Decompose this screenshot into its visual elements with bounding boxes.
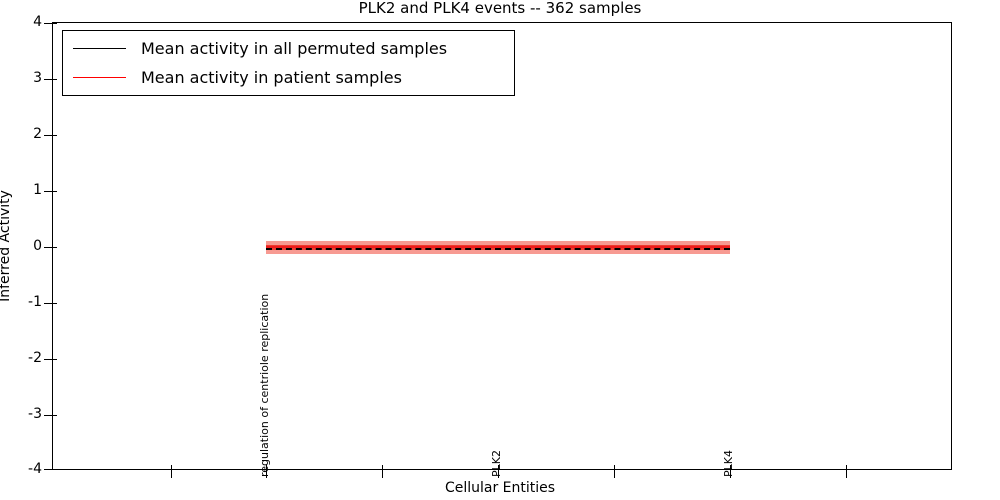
x-tick-centriole-inner <box>266 465 267 469</box>
x-tick-plk4 <box>730 469 731 478</box>
x-tick-minor-3-inner <box>614 465 615 469</box>
x-tick-minor-3 <box>614 469 615 478</box>
y-tick-label-neg3: -3 <box>28 406 42 422</box>
x-tick-centriole <box>266 469 267 478</box>
y-tick-neg2-inner <box>53 359 57 360</box>
plot-area <box>44 22 952 478</box>
y-axis-label: Inferred Activity <box>0 190 13 302</box>
y-tick-label-0: 0 <box>33 238 42 254</box>
chart-title: PLK2 and PLK4 events -- 362 samples <box>358 0 642 17</box>
x-tick-minor-1-inner <box>171 465 172 469</box>
legend-line-icon-red <box>73 77 126 78</box>
y-tick-3-inner <box>53 79 57 80</box>
legend-label-permuted: Mean activity in all permuted samples <box>141 38 448 58</box>
y-tick-neg2 <box>44 359 53 360</box>
y-tick-label-neg4: -4 <box>28 461 42 477</box>
chart-legend: Mean activity in all permuted samples Me… <box>62 30 515 96</box>
y-tick-neg1 <box>44 303 53 304</box>
y-tick-4 <box>44 23 53 24</box>
y-tick-1-inner <box>53 191 57 192</box>
y-tick-4-inner <box>53 23 57 24</box>
y-tick-neg1-inner <box>53 303 57 304</box>
y-tick-0-inner <box>53 247 57 248</box>
x-tick-minor-1 <box>171 469 172 478</box>
legend-label-patient: Mean activity in patient samples <box>141 67 402 87</box>
legend-entry-permuted: Mean activity in all permuted samples <box>63 34 514 63</box>
permuted-mean-line <box>266 248 730 250</box>
y-tick-label-3: 3 <box>33 70 42 86</box>
legend-line-icon-black <box>73 48 126 49</box>
y-tick-label-neg2: -2 <box>28 350 42 366</box>
y-tick-3 <box>44 79 53 80</box>
x-tick-plk4-inner <box>730 465 731 469</box>
x-tick-minor-4-inner <box>846 465 847 469</box>
x-tick-label-plk4: PLK4 <box>722 450 735 477</box>
y-tick-label-1: 1 <box>33 182 42 198</box>
x-axis-label: Cellular Entities <box>444 480 556 496</box>
patient-mean-line <box>266 246 730 248</box>
x-tick-label-plk2: PLK2 <box>490 450 503 477</box>
x-tick-minor-4 <box>846 469 847 478</box>
y-tick-2-inner <box>53 135 57 136</box>
y-tick-neg4 <box>44 469 53 470</box>
y-tick-neg3 <box>44 415 53 416</box>
legend-entry-patient: Mean activity in patient samples <box>63 63 514 92</box>
y-tick-label-neg1: -1 <box>28 294 42 310</box>
y-tick-1 <box>44 191 53 192</box>
x-tick-minor-2 <box>382 469 383 478</box>
y-tick-2 <box>44 135 53 136</box>
x-tick-plk2-inner <box>498 465 499 469</box>
y-tick-label-4: 4 <box>33 14 42 30</box>
y-tick-0 <box>44 247 53 248</box>
x-tick-minor-2-inner <box>382 465 383 469</box>
x-tick-plk2 <box>498 469 499 478</box>
y-tick-neg3-inner <box>53 415 57 416</box>
y-tick-label-2: 2 <box>33 126 42 142</box>
y-tick-neg4-inner <box>53 469 57 470</box>
x-tick-label-centriole: regulation of centriole replication <box>258 293 271 477</box>
series-layer <box>53 23 951 469</box>
